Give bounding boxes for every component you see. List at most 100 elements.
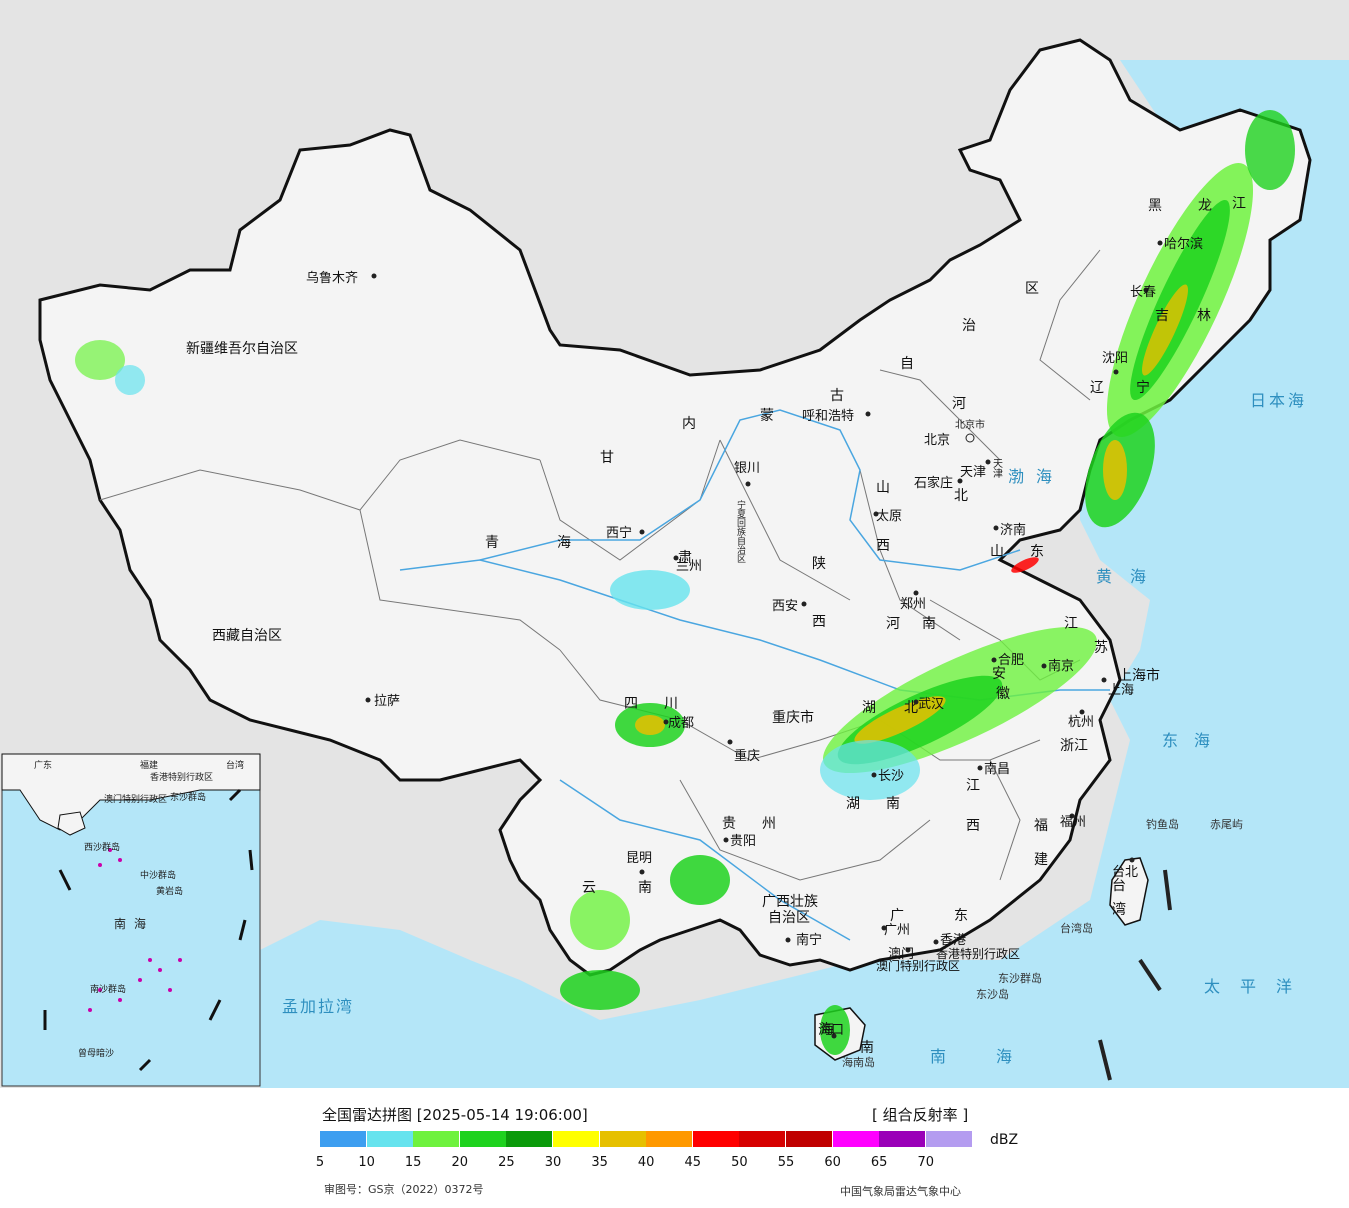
inset-fujian: 福建 xyxy=(140,759,158,771)
region-jiangsu-1: 江 xyxy=(1064,616,1078,632)
legend-swatch xyxy=(599,1131,646,1147)
legend-tick-label: 35 xyxy=(591,1155,608,1170)
legend-tick-label: 60 xyxy=(824,1155,841,1170)
china-radar-map: 新疆维吾尔自治区 西藏自治区 青 海 甘 肃 内 蒙 古 自 治 区 黑 龙 江… xyxy=(0,0,1349,1088)
inset-dongsha: 东沙群岛 xyxy=(170,791,206,803)
city-chongqing: 重庆 xyxy=(734,748,760,764)
approval-number: 审图号：GS京（2022）0372号 xyxy=(324,1183,484,1196)
island-chiwei-yu: 赤尾屿 xyxy=(1210,818,1243,831)
region-jiangxi-1: 江 xyxy=(966,778,980,794)
region-beijing-label: 北京市 xyxy=(955,418,985,431)
region-xianggang-sar: 香港特别行政区 xyxy=(936,946,1020,961)
city-taiyuan: 太原 xyxy=(876,509,902,524)
legend-panel xyxy=(0,1088,1349,1208)
inset-guangdong: 广东 xyxy=(34,759,52,771)
region-shaanxi-1: 陕 xyxy=(812,556,826,572)
region-zhejiang: 浙江 xyxy=(1060,738,1088,754)
region-hunan-1: 湖 xyxy=(846,796,860,812)
region-aomen-sar: 澳门特别行政区 xyxy=(876,958,960,973)
region-jilin-2: 林 xyxy=(1197,308,1211,324)
inset-nansha: 南沙群岛 xyxy=(90,983,126,995)
city-nanning: 南宁 xyxy=(796,932,822,948)
region-henan-1: 河 xyxy=(886,616,900,632)
sea-dong-hai: 东海 xyxy=(1162,731,1226,750)
legend-swatch xyxy=(925,1131,972,1147)
legend-title: 全国雷达拼图 [2025-05-14 19:06:00] xyxy=(322,1106,588,1124)
legend-swatch xyxy=(413,1131,460,1147)
island-hainan-dao: 海南岛 xyxy=(842,1055,875,1069)
city-xianggang: 香港 xyxy=(940,933,966,948)
region-xizang: 西藏自治区 xyxy=(212,628,282,644)
city-changchun: 长春 xyxy=(1130,285,1156,300)
legend-swatch xyxy=(506,1131,553,1147)
legend-tick-label: 30 xyxy=(544,1155,562,1170)
legend-swatch xyxy=(553,1131,599,1147)
region-guangxi-2: 自治区 xyxy=(768,910,810,926)
region-guizhou-1: 贵 xyxy=(722,816,736,832)
region-shanghai: 上海市 xyxy=(1118,667,1160,684)
island-diaoyu-dao: 钓鱼岛 xyxy=(1146,817,1179,831)
region-taiwan-1: 台 xyxy=(1112,878,1126,894)
region-ningxia: 宁夏回族自治区 xyxy=(735,499,746,563)
china-mainland xyxy=(38,38,1312,977)
city-fuzhou: 福州 xyxy=(1060,815,1086,830)
region-hainan-2: 南 xyxy=(860,1040,874,1056)
region-yunnan-2: 南 xyxy=(638,880,652,896)
legend-tick-label: 20 xyxy=(451,1155,469,1170)
region-henan-2: 南 xyxy=(922,616,936,632)
city-shenyang: 沈阳 xyxy=(1102,351,1128,366)
inset-zhongsha: 中沙群岛 xyxy=(140,869,176,881)
legend-swatch xyxy=(320,1131,366,1147)
island-dongsha-qundao: 东沙群岛 xyxy=(998,971,1042,985)
inset-xianggang: 香港特别行政区 xyxy=(150,771,213,783)
legend-tick-label: 70 xyxy=(917,1155,935,1170)
legend-swatch xyxy=(879,1131,926,1147)
legend-swatch xyxy=(692,1131,739,1147)
legend-tick-label: 25 xyxy=(498,1155,515,1170)
legend-tick-label: 40 xyxy=(637,1155,655,1170)
sea-taiping-yang: 太平洋 xyxy=(1204,977,1312,996)
sea-boundary-dashes xyxy=(1098,869,1172,1081)
island-taiwan-dao: 台湾岛 xyxy=(1060,921,1093,935)
region-guangxi-1: 广西壮族 xyxy=(762,894,818,910)
region-gansu-2: 肃 xyxy=(678,550,692,566)
region-xinjiang: 新疆维吾尔自治区 xyxy=(186,341,298,357)
region-heilongjiang-2: 龙 xyxy=(1198,198,1212,214)
inset-aomen: 澳门特别行政区 xyxy=(104,793,167,805)
region-liaoning-1: 辽 xyxy=(1090,380,1104,396)
legend-tick-label: 50 xyxy=(731,1155,748,1170)
inset-huangyan: 黄岩岛 xyxy=(156,885,183,897)
city-hohhot: 呼和浩特 xyxy=(802,409,854,424)
region-jiangxi-2: 西 xyxy=(966,818,980,834)
city-wuhan: 武汉 xyxy=(918,697,944,712)
legend-swatch xyxy=(786,1131,832,1147)
source-credit: 中国气象局雷达气象中心 xyxy=(840,1185,961,1198)
city-taibei: 台北 xyxy=(1112,865,1138,880)
sea-east xyxy=(700,60,1349,1088)
region-shaanxi-2: 西 xyxy=(812,614,826,630)
city-shanghai: 上海 xyxy=(1108,683,1134,698)
region-neimenggu-2: 蒙 xyxy=(760,408,774,424)
island-dongsha-dao: 东沙岛 xyxy=(976,987,1009,1001)
city-xian: 西安 xyxy=(772,599,798,614)
region-tianjin-label: 天津 xyxy=(991,458,1003,479)
sea-bay-of-bengal xyxy=(260,920,700,1088)
region-sichuan-1: 四 xyxy=(624,696,638,712)
city-chengdu: 成都 xyxy=(668,716,694,731)
inset-zengmu: 曾母暗沙 xyxy=(78,1047,114,1059)
city-guangzhou: 广州 xyxy=(884,923,910,938)
region-shandong-1: 山 xyxy=(990,544,1004,560)
city-nanjing: 南京 xyxy=(1048,658,1074,674)
legend-unit: dBZ xyxy=(990,1132,1019,1148)
region-liaoning-2: 宁 xyxy=(1136,379,1150,396)
city-tianjin: 天津 xyxy=(960,465,986,480)
region-neimenggu-6: 区 xyxy=(1025,281,1039,297)
map-labels: 新疆维吾尔自治区 西藏自治区 青 海 甘 肃 内 蒙 古 自 治 区 黑 龙 江… xyxy=(34,196,1312,1069)
city-shijiazhuang: 石家庄 xyxy=(914,475,953,491)
region-heilongjiang-1: 黑 xyxy=(1148,198,1162,214)
city-hefei: 合肥 xyxy=(998,653,1024,668)
region-qinghai-1: 青 xyxy=(485,535,499,551)
inset-nanhai: 南海 xyxy=(114,916,154,931)
region-neimenggu-1: 内 xyxy=(682,416,696,432)
